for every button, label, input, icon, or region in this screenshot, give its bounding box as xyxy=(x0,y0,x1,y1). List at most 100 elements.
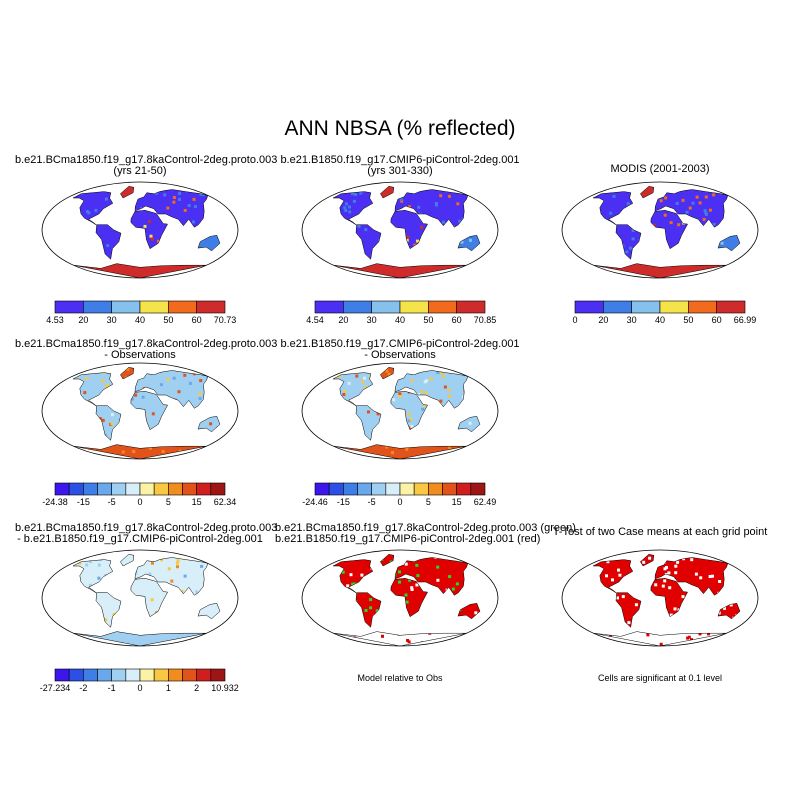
grid-cell xyxy=(106,647,109,648)
grid-cell xyxy=(343,457,346,460)
grid-cell xyxy=(83,621,86,624)
colorbar-tick-label: 0 xyxy=(397,497,403,507)
grid-cell xyxy=(331,370,334,373)
grid-cell xyxy=(62,410,65,413)
grid-cell xyxy=(681,277,684,280)
grid-cell xyxy=(490,274,493,277)
grid-cell xyxy=(199,379,203,383)
grid-cell xyxy=(591,243,594,246)
grid-cell xyxy=(66,595,69,598)
grid-cell xyxy=(698,201,702,205)
grid-cell xyxy=(198,392,202,396)
grid-cell xyxy=(476,432,479,435)
grid-cell xyxy=(324,401,327,404)
grid-cell xyxy=(132,619,135,622)
grid-cell xyxy=(115,203,118,206)
grid-cell xyxy=(143,249,146,252)
grid-cell xyxy=(132,627,135,630)
grid-cell xyxy=(311,230,314,233)
grid-cell xyxy=(224,635,227,638)
grid-cell xyxy=(154,254,157,257)
grid-cell xyxy=(228,235,231,238)
grid-cell xyxy=(399,197,403,201)
grid-cell xyxy=(715,279,718,280)
grid-cell xyxy=(81,587,84,590)
grid-cell xyxy=(112,279,115,280)
coastline xyxy=(197,235,221,252)
grid-cell xyxy=(303,387,306,390)
grid-cell xyxy=(83,364,86,367)
grid-cell xyxy=(194,278,197,280)
grid-cell xyxy=(362,215,365,218)
grid-cell xyxy=(89,625,92,628)
grid-cell xyxy=(308,213,311,216)
grid-cell xyxy=(453,429,456,432)
grid-cell xyxy=(310,379,313,382)
grid-cell xyxy=(77,397,80,400)
grid-cell xyxy=(78,422,81,425)
grid-cell xyxy=(347,381,351,385)
grid-cell xyxy=(374,255,377,258)
grid-cell xyxy=(235,397,238,400)
grid-cell xyxy=(166,458,169,461)
grid-cell xyxy=(135,611,138,614)
grid-cell xyxy=(224,552,227,555)
grid-cell xyxy=(122,405,125,408)
grid-cell xyxy=(468,381,471,384)
grid-cell xyxy=(84,241,87,244)
grid-cell xyxy=(424,437,427,440)
grid-cell xyxy=(729,272,732,275)
grid-cell xyxy=(112,401,115,404)
grid-cell xyxy=(650,183,653,186)
grid-cell xyxy=(100,431,104,434)
grid-cell xyxy=(733,262,736,265)
grid-cell xyxy=(95,184,98,187)
grid-cell xyxy=(335,236,338,239)
grid-cell xyxy=(86,612,89,615)
grid-cell xyxy=(401,419,404,422)
grid-cell xyxy=(324,389,327,392)
grid-cell xyxy=(225,363,228,366)
continent-africa xyxy=(650,210,688,249)
grid-cell xyxy=(582,211,585,214)
colorbar: 0 20 30 40 50 60 66.99 xyxy=(560,300,760,326)
grid-cell xyxy=(704,276,707,279)
grid-cell xyxy=(460,458,463,461)
grid-cell xyxy=(212,435,215,438)
grid-cell xyxy=(619,183,622,186)
grid-cell xyxy=(82,616,85,619)
grid-cell xyxy=(478,226,481,229)
grid-cell xyxy=(382,257,385,260)
grid-cell xyxy=(738,205,741,208)
panel-title-line-1: b.e21.B1850.f19_g17.CMIP6-piControl-2deg… xyxy=(280,154,520,166)
grid-cell xyxy=(395,374,398,377)
grid-cell xyxy=(87,614,90,617)
grid-cell xyxy=(60,422,63,425)
grid-cell xyxy=(80,414,83,417)
grid-cell xyxy=(376,379,379,382)
grid-cell xyxy=(222,380,225,383)
grid-cell xyxy=(223,265,226,268)
grid-cell xyxy=(326,181,329,184)
grid-cell xyxy=(592,186,595,189)
grid-cell xyxy=(387,372,391,376)
grid-cell xyxy=(595,268,598,271)
grid-cell xyxy=(753,271,756,274)
grid-cell xyxy=(314,400,317,403)
grid-cell xyxy=(477,448,480,451)
grid-cell xyxy=(114,428,117,431)
grid-cell xyxy=(439,194,443,198)
grid-cell xyxy=(88,418,91,421)
grid-cell xyxy=(225,415,228,418)
grid-cell xyxy=(135,418,138,421)
grid-cell xyxy=(178,612,181,615)
grid-cell xyxy=(358,445,361,448)
grid-cell xyxy=(338,398,341,401)
grid-cell xyxy=(334,200,337,203)
grid-cell xyxy=(404,186,407,189)
grid-cell xyxy=(159,368,162,371)
grid-cell xyxy=(406,435,409,438)
grid-cell xyxy=(416,186,419,189)
grid-cell xyxy=(132,450,136,453)
grid-cell xyxy=(53,400,56,403)
